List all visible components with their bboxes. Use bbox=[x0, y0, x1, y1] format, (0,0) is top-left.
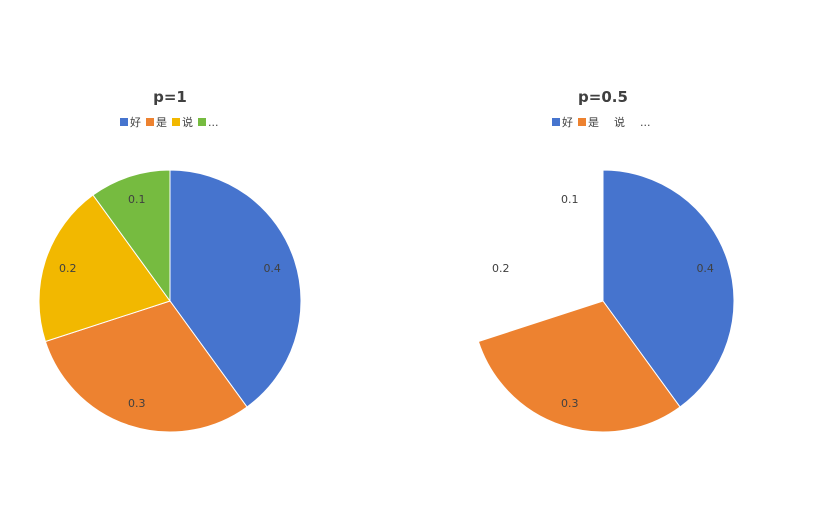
legend-label: ... bbox=[640, 116, 651, 129]
legend-label: 说 bbox=[614, 115, 625, 129]
legend-swatch bbox=[120, 118, 128, 126]
legend-label: 好 bbox=[130, 115, 141, 129]
legend-item[interactable]: 说 bbox=[172, 115, 193, 129]
pie-slice-4[interactable] bbox=[526, 170, 603, 301]
slice-label: 0.2 bbox=[59, 262, 77, 275]
legend-swatch bbox=[146, 118, 154, 126]
legend-swatch bbox=[552, 118, 560, 126]
pie-slice-2[interactable] bbox=[477, 300, 681, 433]
pie-slices bbox=[38, 169, 302, 433]
slice-label: 0.3 bbox=[561, 397, 579, 410]
pie-slice-3[interactable] bbox=[38, 194, 171, 343]
slice-label: 0.3 bbox=[128, 397, 146, 410]
slice-labels: 0.4 0.3 0.2 0.1 bbox=[492, 193, 714, 410]
legend-item[interactable]: 是 bbox=[146, 116, 167, 129]
legend-item[interactable]: ... bbox=[630, 116, 651, 129]
legend-swatch bbox=[578, 118, 586, 126]
slice-label: 0.4 bbox=[696, 262, 714, 275]
pie-slices bbox=[477, 169, 735, 433]
legend-swatch bbox=[198, 118, 206, 126]
pie-slice-1[interactable] bbox=[169, 169, 302, 408]
legend-item[interactable]: 说 bbox=[604, 115, 625, 129]
slice-label: 0.4 bbox=[263, 262, 281, 275]
legend-label: 是 bbox=[156, 116, 167, 129]
pie-chart-p05: p=0.5 好 是 说... 0.4 0.3 0.2 0.1 bbox=[477, 88, 735, 433]
slice-label: 0.1 bbox=[561, 193, 579, 206]
chart-title: p=1 bbox=[153, 88, 187, 106]
slice-labels: 0.4 0.3 0.2 0.1 bbox=[59, 193, 281, 410]
legend-label: ... bbox=[208, 116, 219, 129]
legend-swatch bbox=[172, 118, 180, 126]
legend-item[interactable]: 好 bbox=[552, 115, 573, 129]
legend: 好 是 说... bbox=[120, 115, 219, 129]
slice-label: 0.2 bbox=[492, 262, 510, 275]
slice-label: 0.1 bbox=[128, 193, 146, 206]
legend: 好 是 说... bbox=[552, 115, 651, 129]
pie-slice-2[interactable] bbox=[44, 300, 248, 433]
legend-item[interactable]: 是 bbox=[578, 116, 599, 129]
legend-label: 好 bbox=[562, 115, 573, 129]
pie-slice-1[interactable] bbox=[602, 169, 735, 408]
legend-item[interactable]: ... bbox=[198, 116, 219, 129]
chart-title: p=0.5 bbox=[578, 88, 628, 106]
pie-chart-p1: p=1 好 是 说... 0.4 0.3 0.2 0.1 bbox=[38, 88, 302, 433]
legend-item[interactable]: 好 bbox=[120, 115, 141, 129]
legend-label: 是 bbox=[588, 116, 599, 129]
pie-slice-4[interactable] bbox=[92, 169, 171, 303]
legend-label: 说 bbox=[182, 115, 193, 129]
